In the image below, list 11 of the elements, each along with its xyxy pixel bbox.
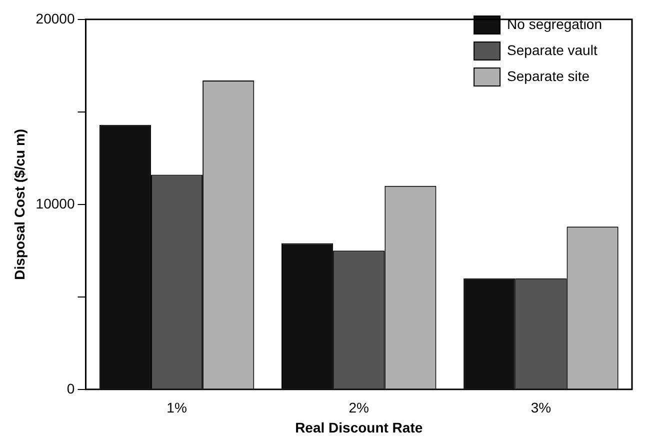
legend-label: No segregation	[507, 16, 602, 32]
y-tick-label: 20000	[36, 10, 75, 26]
legend-label: Separate vault	[507, 42, 598, 58]
x-tick-label: 1%	[166, 400, 187, 416]
x-tick-label: 3%	[530, 400, 552, 416]
y-tick-label: 0	[66, 380, 75, 396]
y-axis-title: Disposal Cost ($/cu m)	[11, 128, 28, 280]
x-tick-label: 2%	[348, 400, 369, 416]
x-axis-title: Real Discount Rate	[295, 419, 423, 436]
y-tick-label: 10000	[36, 195, 75, 212]
legend-label: Separate site	[507, 68, 590, 84]
